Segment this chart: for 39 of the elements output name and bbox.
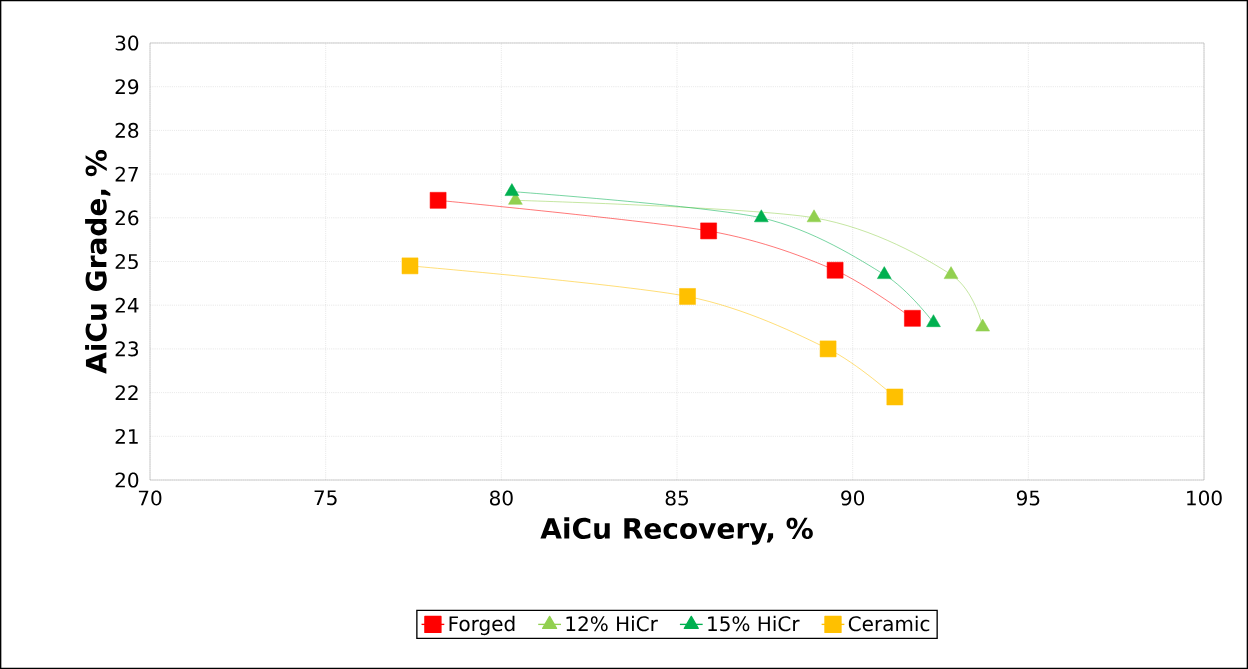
x-tick-label: 75 — [314, 490, 337, 506]
point — [975, 318, 990, 332]
point — [429, 192, 447, 209]
point — [679, 288, 696, 305]
point — [877, 266, 892, 279]
point — [504, 183, 520, 196]
y-tick-label: 22 — [115, 385, 138, 401]
x-tick-label: 90 — [841, 490, 865, 506]
y-tick-label: 25 — [115, 253, 138, 270]
point — [754, 209, 769, 223]
legend-label: Ceramic — [848, 615, 930, 632]
x-tick-label: 85 — [665, 490, 688, 506]
legend-label: 12% HiCr — [566, 615, 658, 632]
point — [806, 209, 822, 223]
y-tick-label: 28 — [115, 122, 139, 138]
point — [904, 310, 921, 327]
x-tick-label: 100 — [1187, 490, 1222, 506]
y-tick-label: 26 — [115, 210, 139, 226]
point — [886, 388, 904, 406]
y-tick-label: 24 — [115, 297, 139, 313]
x-tick-label: 95 — [1016, 490, 1040, 506]
x-axis-title: AiCu Recovery, % — [540, 517, 813, 545]
y-tick-label: 20 — [115, 472, 139, 488]
point — [819, 340, 837, 358]
y-tick-label: 23 — [115, 341, 138, 357]
x-tick-label: 80 — [489, 490, 513, 506]
y-tick-label: 21 — [115, 428, 138, 444]
point — [926, 314, 941, 327]
y-tick-label: 27 — [115, 166, 138, 182]
legend-label: Forged — [449, 615, 515, 636]
point — [401, 257, 419, 275]
point — [700, 222, 717, 240]
y-tick-label: 30 — [115, 35, 139, 51]
x-tick-label: 70 — [138, 490, 162, 506]
legend-label: 15% HiCr — [708, 615, 800, 632]
point — [943, 266, 959, 279]
point — [826, 261, 844, 279]
y-axis-title: AiCu Grade, % — [85, 150, 111, 374]
y-tick-label: 29 — [115, 79, 139, 95]
